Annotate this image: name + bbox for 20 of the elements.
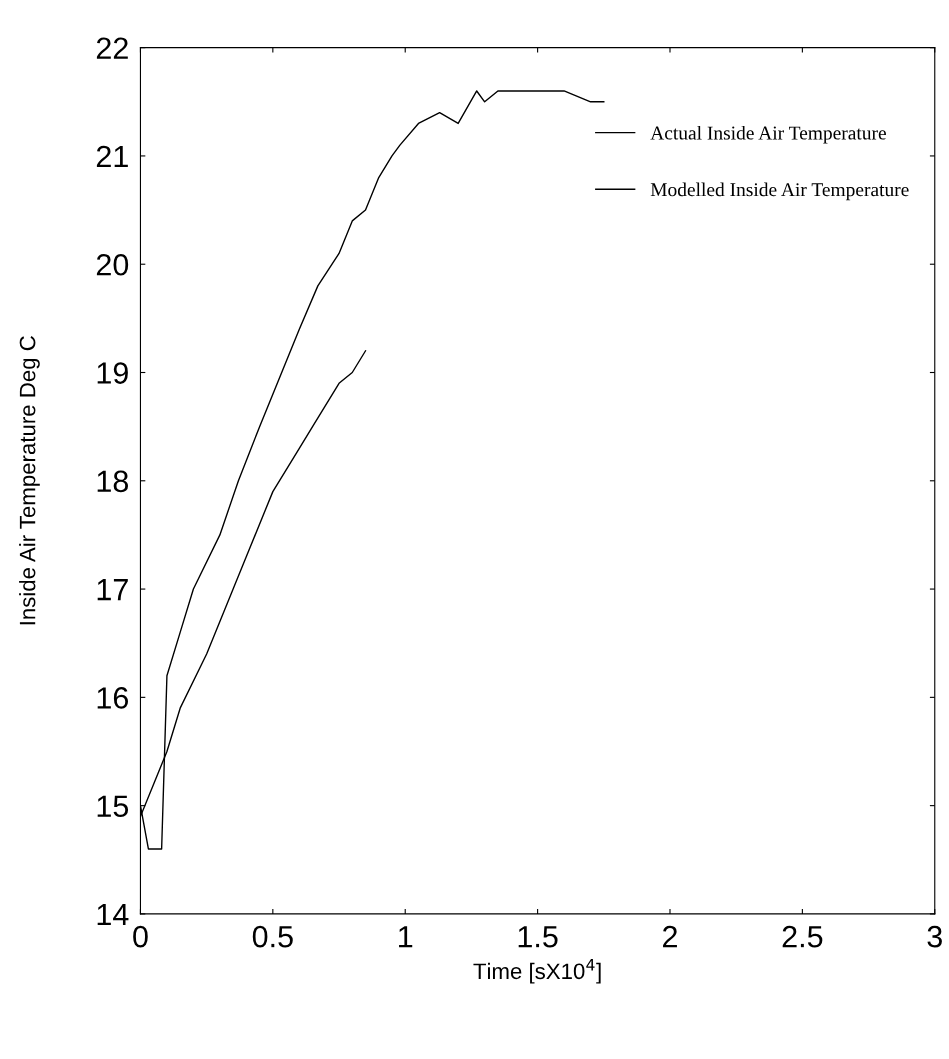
x-tick-label: 3 [927, 925, 942, 948]
x-tick-label: 0.5 [252, 925, 293, 948]
y-tick-label: 14 [97, 903, 129, 925]
y-axis-title: Inside Air Temperature Deg C [19, 336, 40, 625]
x-tick-label: 0 [133, 925, 148, 948]
y-tick-label: 22 [96, 37, 128, 59]
y-tick-label: 16 [97, 687, 128, 709]
y-tick-label: 21 [96, 145, 128, 168]
x-tick-label: 1.5 [518, 926, 558, 948]
x-tick-label: 1 [399, 926, 413, 948]
legend-label: Actual Inside Air Temperature [650, 125, 886, 144]
y-tick-label: 15 [97, 795, 129, 818]
legend-label: Modelled Inside Air Temperature [650, 182, 909, 201]
x-axis-title: Time [sX10$^{4}$] [473, 959, 601, 984]
y-tick-label: 17 [97, 579, 128, 601]
y-tick-label: 20 [96, 253, 129, 276]
x-tick-label: 2.5 [782, 925, 823, 948]
y-tick-label: 18 [97, 470, 129, 493]
x-tick-label: 2 [663, 925, 677, 948]
y-tick-label: 19 [97, 362, 128, 384]
